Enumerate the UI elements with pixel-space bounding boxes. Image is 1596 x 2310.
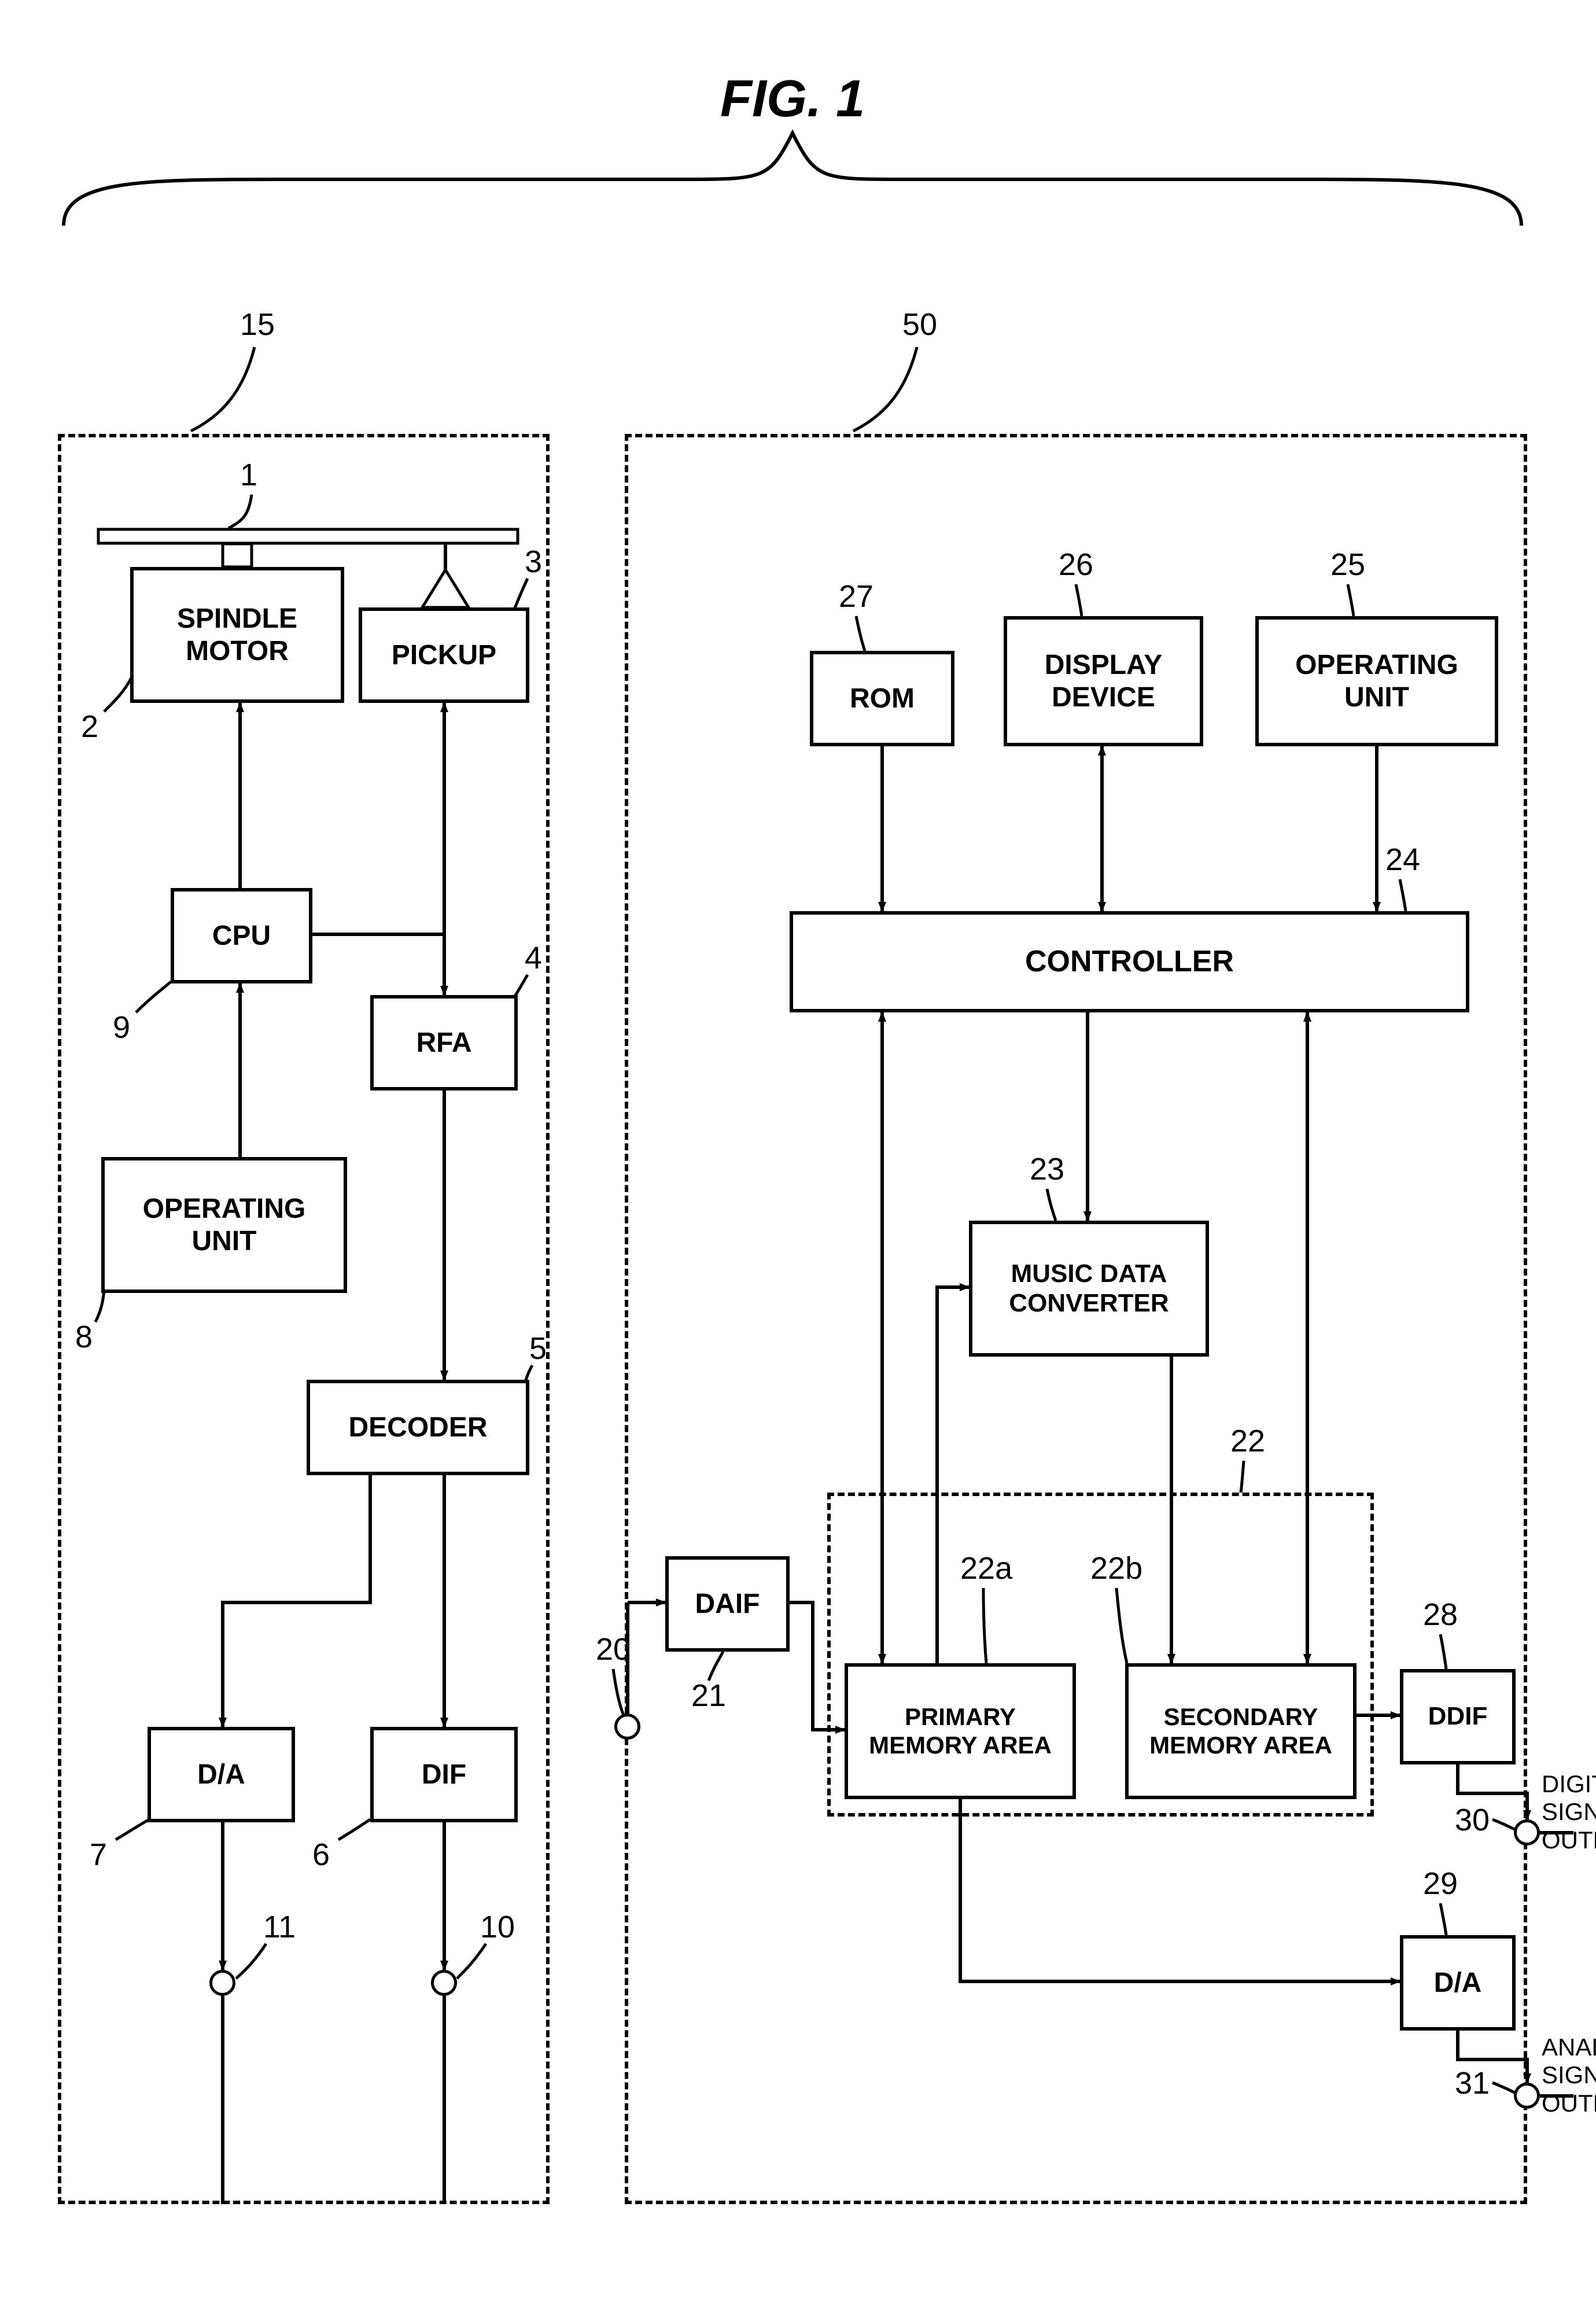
secondary-memory: SECONDARY MEMORY AREA <box>1125 1663 1357 1799</box>
ref-22: 22 <box>1230 1423 1265 1459</box>
ref-4: 4 <box>525 940 542 976</box>
primary-memory: PRIMARY MEMORY AREA <box>845 1663 1076 1799</box>
cpu: CPU <box>171 888 312 983</box>
operating-unit-right: OPERATING UNIT <box>1255 616 1498 746</box>
ref-50: 50 <box>902 307 937 342</box>
rom: ROM <box>810 651 954 746</box>
ref-9: 9 <box>113 1010 130 1045</box>
music-data-converter: MUSIC DATA CONVERTER <box>969 1221 1209 1357</box>
digital-output-label: DIGITAL SIGNAL OUTPUT <box>1542 1770 1596 1854</box>
ddif: DDIF <box>1400 1669 1516 1764</box>
ref-11: 11 <box>263 1909 296 1945</box>
ref-23: 23 <box>1030 1151 1064 1187</box>
ref-30: 30 <box>1455 1802 1490 1838</box>
ref-26: 26 <box>1059 547 1093 583</box>
ref-2: 2 <box>81 709 98 745</box>
da-left: D/A <box>148 1727 295 1822</box>
diagram-canvas: FIG. 1 15 50 1 SPINDLE MOTOR 2 PICKUP 3 <box>0 0 1596 2310</box>
da-right: D/A <box>1400 1935 1516 2031</box>
ref-7: 7 <box>90 1837 107 1873</box>
ref-24: 24 <box>1385 842 1420 878</box>
ref-20: 20 <box>596 1631 631 1667</box>
terminal-30 <box>1514 1819 1540 1845</box>
ref-29: 29 <box>1423 1866 1458 1902</box>
dif: DIF <box>370 1727 518 1822</box>
ref-21: 21 <box>691 1678 726 1714</box>
figure-title: FIG. 1 <box>642 69 943 129</box>
ref-31: 31 <box>1455 2065 1490 2101</box>
terminal-20 <box>614 1714 640 1740</box>
operating-unit-left: OPERATING UNIT <box>101 1157 347 1293</box>
decoder: DECODER <box>307 1380 529 1475</box>
ref-6: 6 <box>312 1837 330 1873</box>
analog-output-label: ANALOG SIGNAL OUTPUT <box>1542 2033 1596 2117</box>
daif: DAIF <box>665 1556 790 1652</box>
ref-1: 1 <box>240 457 257 493</box>
ref-28: 28 <box>1423 1597 1458 1633</box>
ref-15: 15 <box>240 307 275 342</box>
controller: CONTROLLER <box>790 911 1469 1012</box>
ref-10: 10 <box>480 1909 515 1945</box>
ref-3: 3 <box>525 544 542 580</box>
ref-22b: 22b <box>1090 1550 1142 1586</box>
ref-8: 8 <box>75 1319 93 1355</box>
terminal-31 <box>1514 2083 1540 2109</box>
pickup: PICKUP <box>359 607 529 703</box>
terminal-10 <box>431 1970 457 1996</box>
ref-5: 5 <box>529 1331 547 1366</box>
display-device: DISPLAY DEVICE <box>1004 616 1203 746</box>
spindle-motor: SPINDLE MOTOR <box>130 567 344 703</box>
ref-25: 25 <box>1330 547 1365 583</box>
ref-27: 27 <box>839 579 873 614</box>
rfa: RFA <box>370 995 518 1090</box>
ref-22a: 22a <box>960 1550 1012 1586</box>
terminal-11 <box>209 1970 235 1996</box>
